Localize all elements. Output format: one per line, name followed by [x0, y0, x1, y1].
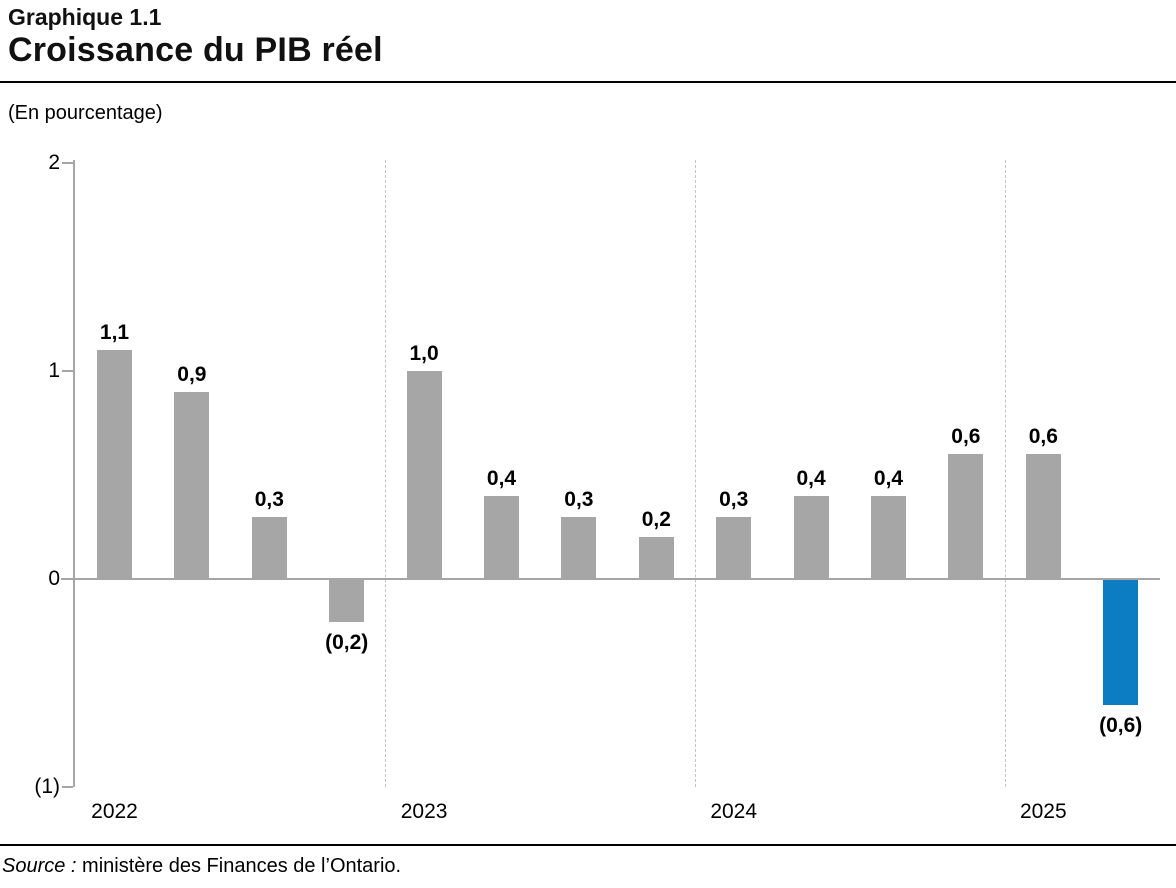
year-separator-gridline [385, 160, 387, 787]
bar [1025, 454, 1061, 579]
bar [561, 516, 597, 579]
bar-value-label: 0,9 [177, 362, 207, 386]
x-axis-year-label: 2023 [400, 800, 448, 823]
zero-baseline [61, 578, 1160, 580]
source-label: Source : [2, 855, 77, 877]
bar-value-label: 0,6 [1028, 425, 1058, 449]
y-axis-tick-label: 1 [48, 359, 60, 382]
bar [716, 516, 752, 579]
bar [871, 495, 906, 579]
bar-value-label: 1,0 [409, 342, 439, 365]
bar [329, 580, 365, 622]
bar-value-label: 0,4 [796, 466, 826, 490]
year-separator-gridline [695, 160, 696, 787]
bar [97, 350, 132, 579]
bar-value-label: 0,4 [486, 466, 517, 490]
bar-value-label: (0,6) [1099, 713, 1143, 737]
x-axis-year-label: 2024 [710, 800, 758, 823]
year-separator-gridline [1004, 160, 1006, 787]
bar-value-label: 0,3 [564, 487, 594, 511]
y-axis-line [73, 160, 75, 787]
bar [174, 391, 210, 579]
bar-value-label: (0,2) [325, 630, 369, 654]
y-axis-tick-label: 0 [48, 567, 60, 590]
chart-header: Graphique 1.1 Croissance du PIB réel [8, 4, 383, 70]
bar-value-label: 0,3 [719, 487, 749, 511]
bar [638, 537, 674, 579]
source-text: ministère des Finances de l’Ontario. [82, 855, 402, 877]
y-axis-tick-label: (1) [34, 775, 60, 798]
bar-value-label: 0,4 [873, 466, 904, 490]
bar-value-label: 0,6 [951, 425, 981, 449]
x-axis-year-label: 2022 [91, 800, 138, 823]
source-line: Source : ministère des Finances de l’Ont… [2, 854, 401, 878]
y-axis-tick [62, 162, 73, 164]
bar [1103, 580, 1139, 705]
bar [251, 516, 287, 579]
bar [406, 371, 442, 579]
page-title: Croissance du PIB réel [8, 31, 383, 69]
y-axis-tick [62, 786, 73, 788]
y-axis-unit-label: (En pourcentage) [8, 102, 163, 124]
bar-value-label: 0,3 [254, 487, 284, 511]
bar [793, 495, 829, 579]
y-axis-tick-label: 2 [48, 151, 60, 174]
bar [484, 495, 519, 579]
bar-value-label: 1,1 [99, 321, 130, 345]
title-divider [0, 81, 1176, 83]
bar [948, 454, 984, 579]
chart-number: Graphique 1.1 [8, 4, 162, 30]
y-axis-tick [62, 370, 73, 372]
x-axis-year-label: 2025 [1019, 800, 1067, 823]
footer-divider [0, 844, 1176, 846]
bar-value-label: 0,2 [641, 508, 671, 532]
